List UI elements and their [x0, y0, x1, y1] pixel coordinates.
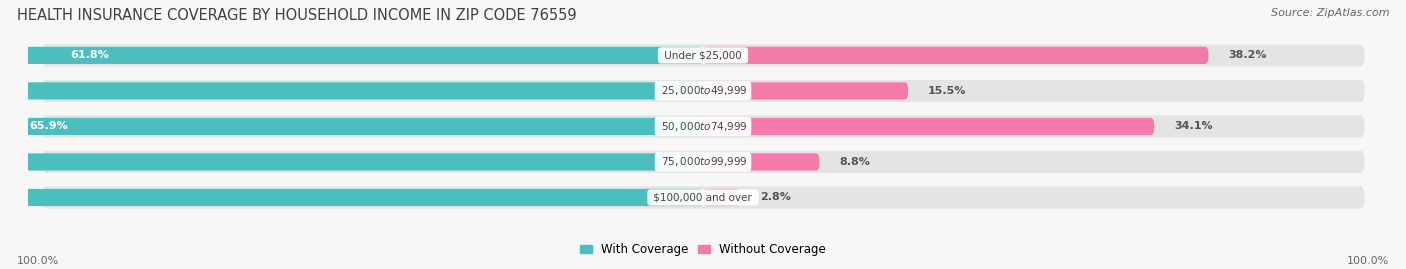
Text: 8.8%: 8.8% — [839, 157, 870, 167]
Text: 2.8%: 2.8% — [759, 193, 790, 203]
Legend: With Coverage, Without Coverage: With Coverage, Without Coverage — [579, 243, 827, 256]
Text: HEALTH INSURANCE COVERAGE BY HOUSEHOLD INCOME IN ZIP CODE 76559: HEALTH INSURANCE COVERAGE BY HOUSEHOLD I… — [17, 8, 576, 23]
Text: $75,000 to $99,999: $75,000 to $99,999 — [658, 155, 748, 168]
Text: Under $25,000: Under $25,000 — [661, 50, 745, 60]
FancyBboxPatch shape — [0, 82, 703, 100]
FancyBboxPatch shape — [0, 153, 703, 171]
Text: 38.2%: 38.2% — [1229, 50, 1267, 60]
Text: 100.0%: 100.0% — [1347, 256, 1389, 266]
Text: 61.8%: 61.8% — [70, 50, 110, 60]
FancyBboxPatch shape — [41, 186, 1365, 208]
Text: $50,000 to $74,999: $50,000 to $74,999 — [658, 120, 748, 133]
FancyBboxPatch shape — [0, 118, 703, 135]
FancyBboxPatch shape — [0, 189, 703, 206]
Text: 65.9%: 65.9% — [30, 121, 69, 132]
FancyBboxPatch shape — [703, 82, 908, 100]
FancyBboxPatch shape — [0, 47, 703, 64]
FancyBboxPatch shape — [703, 118, 1154, 135]
FancyBboxPatch shape — [703, 153, 820, 171]
FancyBboxPatch shape — [41, 44, 1365, 66]
Text: Source: ZipAtlas.com: Source: ZipAtlas.com — [1271, 8, 1389, 18]
FancyBboxPatch shape — [41, 115, 1365, 137]
Text: $100,000 and over: $100,000 and over — [651, 193, 755, 203]
FancyBboxPatch shape — [41, 151, 1365, 173]
Text: 15.5%: 15.5% — [928, 86, 966, 96]
FancyBboxPatch shape — [703, 47, 1209, 64]
Text: 34.1%: 34.1% — [1174, 121, 1213, 132]
Text: $25,000 to $49,999: $25,000 to $49,999 — [658, 84, 748, 97]
FancyBboxPatch shape — [703, 189, 740, 206]
Text: 100.0%: 100.0% — [17, 256, 59, 266]
FancyBboxPatch shape — [41, 80, 1365, 102]
